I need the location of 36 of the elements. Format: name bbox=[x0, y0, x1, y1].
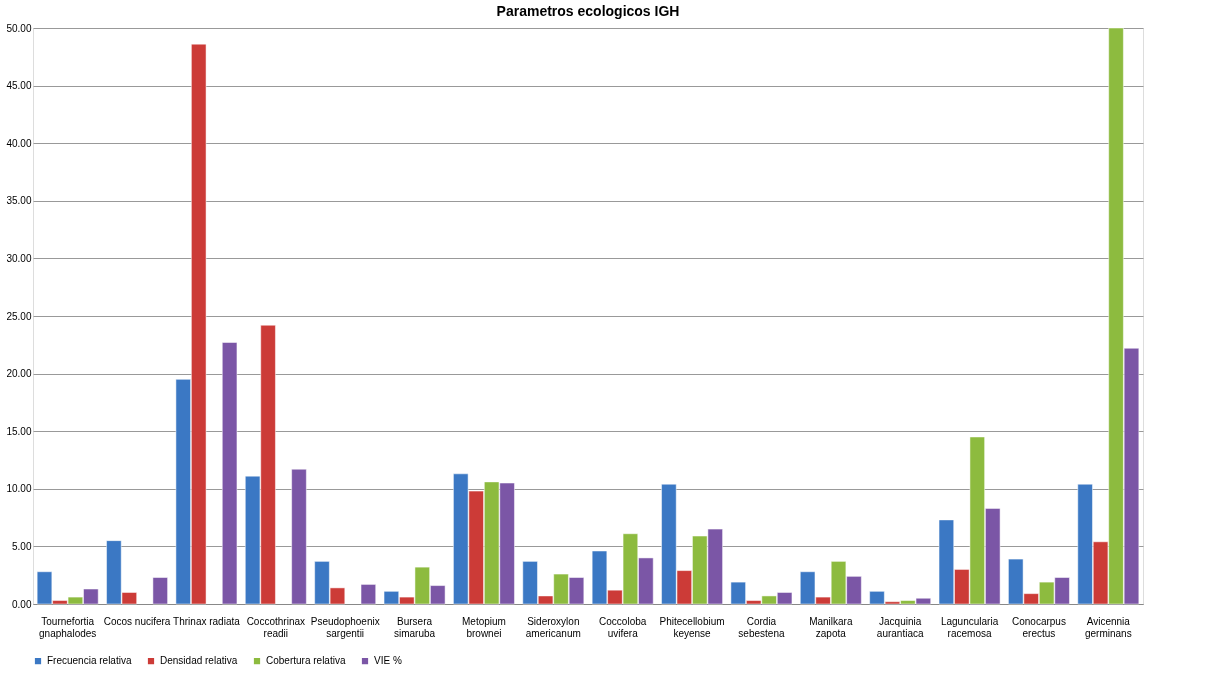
bar bbox=[360, 584, 376, 605]
y-tick-label: 45.00 bbox=[6, 80, 32, 92]
x-tick-label: Phitecellobium keyense bbox=[659, 615, 725, 639]
x-tick-label: Tournefortia gnaphalodes bbox=[39, 615, 97, 639]
y-tick-label: 25.00 bbox=[6, 310, 32, 322]
legend-label: VIE % bbox=[374, 655, 402, 667]
x-tick-label: Coccoloba uvifera bbox=[599, 615, 647, 639]
legend-label: Cobertura relativa bbox=[266, 655, 346, 667]
x-tick-label: Manilkara zapota bbox=[809, 615, 853, 639]
x-tick-label: Avicennia germinans bbox=[1084, 615, 1132, 639]
y-tick-label: 5.00 bbox=[12, 540, 32, 552]
legend-label: Frecuencia relativa bbox=[47, 655, 132, 667]
x-tick-label: Bursera simaruba bbox=[393, 615, 436, 639]
x-tick-label: Metopium brownei bbox=[461, 615, 506, 639]
x-tick-label: Jacquinia aurantiaca bbox=[876, 615, 924, 639]
y-tick-label: 40.00 bbox=[6, 137, 32, 149]
y-tick-label: 30.00 bbox=[6, 252, 32, 264]
chart-title: Parametros ecologicos IGH bbox=[496, 3, 680, 19]
x-tick-label: Cordia sebestena bbox=[738, 615, 785, 639]
x-tick-label: Thrinax radiata bbox=[173, 615, 241, 627]
legend-label: Densidad relativa bbox=[160, 655, 238, 667]
x-tick-label: Pseudophoenix sargentii bbox=[310, 615, 380, 639]
x-tick-label: Sideroxylon americanum bbox=[525, 615, 581, 639]
x-tick-label: Cocos nucifera bbox=[103, 615, 171, 627]
x-tick-label: Coccothrinax readii bbox=[246, 615, 305, 639]
bar bbox=[291, 468, 307, 605]
y-tick-label: 20.00 bbox=[6, 368, 32, 380]
y-tick-label: 15.00 bbox=[6, 425, 32, 437]
bar bbox=[152, 577, 168, 605]
bar bbox=[222, 342, 238, 605]
x-tick-label: Laguncularia racemosa bbox=[940, 615, 999, 639]
y-tick-label: 0.00 bbox=[12, 598, 32, 610]
y-tick-label: 50.00 bbox=[6, 22, 32, 34]
y-tick-label: 10.00 bbox=[6, 483, 32, 495]
y-tick-label: 35.00 bbox=[6, 195, 32, 207]
x-tick-label: Conocarpus erectus bbox=[1011, 615, 1066, 639]
